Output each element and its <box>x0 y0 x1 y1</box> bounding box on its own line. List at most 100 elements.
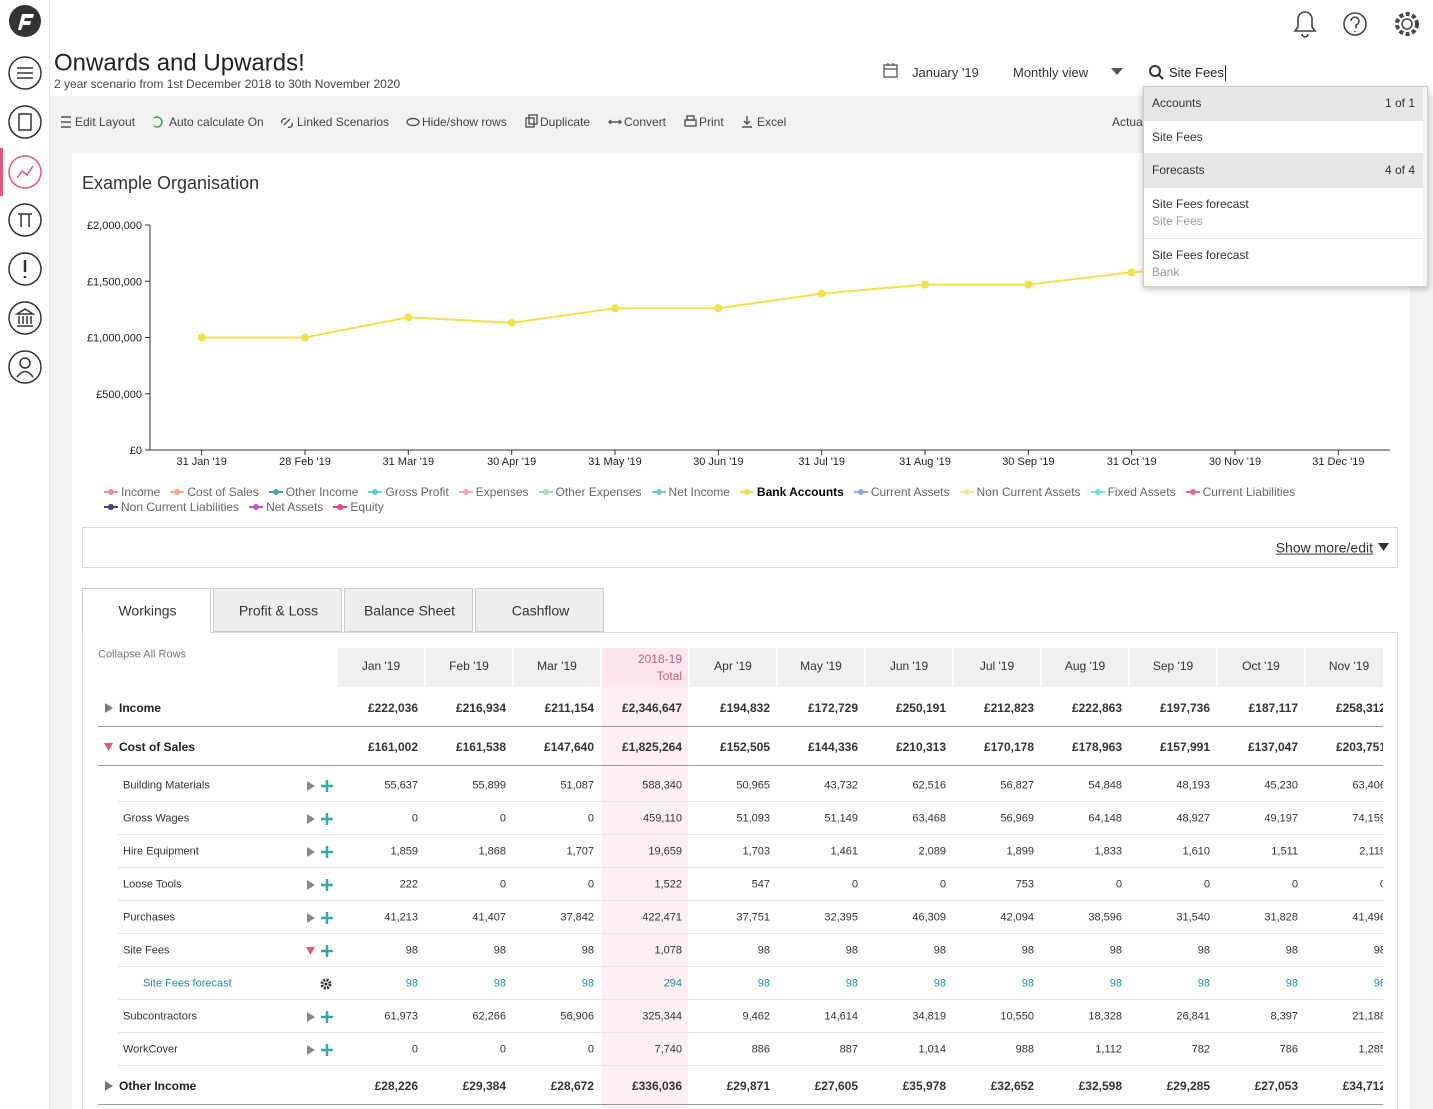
calendar-icon[interactable] <box>883 63 898 78</box>
tab[interactable]: Balance Sheet <box>344 588 473 632</box>
legend-item[interactable]: Net Assets <box>249 500 323 514</box>
nav-users[interactable] <box>8 350 42 384</box>
nav-settings[interactable] <box>8 56 42 90</box>
row-toggle[interactable] <box>306 1011 316 1022</box>
search-input[interactable]: Site Fees <box>1169 65 1226 81</box>
toolbar-button[interactable]: Auto calculate On <box>169 114 264 129</box>
tab[interactable]: Cashflow <box>475 588 604 632</box>
add-forecast[interactable] <box>321 911 333 924</box>
view-selector[interactable]: Monthly view <box>1013 65 1089 81</box>
row-toggle[interactable] <box>306 879 316 890</box>
view-dropdown-arrow[interactable] <box>1111 68 1123 75</box>
legend-item[interactable]: Equity <box>333 500 384 514</box>
column-header: 2018-19 Total <box>602 648 688 687</box>
legend-item[interactable]: Current Liabilities <box>1185 485 1295 499</box>
row-toggle[interactable] <box>306 946 316 956</box>
toolbar-button[interactable]: Print <box>699 114 724 129</box>
nav-alerts[interactable] <box>8 252 42 286</box>
cell-value: 1,511 <box>1271 844 1298 857</box>
legend-item[interactable]: Fixed Assets <box>1090 485 1176 499</box>
nav-bank[interactable] <box>8 301 42 335</box>
cell-value: 98 <box>493 976 506 989</box>
search-result[interactable]: Site Fees forecast Bank <box>1144 239 1423 286</box>
toolbar-button[interactable]: Hide/show rows <box>422 114 507 129</box>
row-label[interactable]: Other Income <box>119 1078 197 1093</box>
row-toggle[interactable] <box>306 912 316 923</box>
notifications-icon[interactable] <box>1293 11 1317 38</box>
show-more-panel <box>82 527 1398 568</box>
add-forecast[interactable] <box>321 878 333 891</box>
x-tick-label: 30 Sep '19 <box>1002 456 1054 468</box>
legend-marker <box>458 489 473 495</box>
cell-value: £197,736 <box>1159 700 1210 715</box>
nav-forecast[interactable] <box>8 155 42 189</box>
cell-value: 222 <box>399 877 418 890</box>
legend-item[interactable]: Expenses <box>458 485 529 499</box>
toolbar-button[interactable]: Actua <box>1112 114 1143 129</box>
cell-value: 325,344 <box>642 1009 682 1022</box>
search-result[interactable]: Site Fees <box>1144 121 1423 154</box>
legend-item[interactable]: Bank Accounts <box>739 485 844 499</box>
toolbar-button[interactable]: Convert <box>624 114 667 129</box>
column-header: Sep '19 <box>1130 648 1216 687</box>
add-forecast[interactable] <box>321 1043 333 1056</box>
toolbar-button[interactable]: Duplicate <box>540 114 591 129</box>
forecast-settings[interactable] <box>320 978 332 990</box>
legend-label: Current Assets <box>870 485 950 499</box>
add-forecast[interactable] <box>321 812 333 825</box>
cell-value: 1,112 <box>1095 1042 1122 1055</box>
row-toggle[interactable] <box>306 780 316 791</box>
tab-label: Workings <box>118 602 177 619</box>
nav-pi[interactable] <box>8 203 42 237</box>
settings-icon[interactable] <box>1395 12 1419 36</box>
legend-item[interactable]: Other Expenses <box>538 485 642 499</box>
cell-value: 51,093 <box>736 811 770 824</box>
row-toggle[interactable] <box>104 1080 114 1091</box>
date-picker[interactable]: January '19 <box>912 65 979 81</box>
row-toggle[interactable] <box>306 1044 316 1055</box>
help-icon[interactable] <box>1343 12 1367 36</box>
legend-item[interactable]: Net Income <box>651 485 730 499</box>
legend-marker <box>368 489 383 495</box>
row-label[interactable]: Site Fees forecast <box>143 976 232 989</box>
row-label[interactable]: Income <box>119 700 162 715</box>
add-forecast[interactable] <box>321 845 333 858</box>
row-toggle[interactable] <box>104 702 114 713</box>
collapse-all[interactable]: Collapse All Rows <box>98 648 187 661</box>
toolbar-button[interactable]: Excel <box>757 114 787 129</box>
show-more-arrow[interactable] <box>1378 543 1389 552</box>
row-toggle[interactable] <box>306 813 316 824</box>
legend-item[interactable]: Current Assets <box>853 485 950 499</box>
legend-item[interactable]: Other Income <box>268 485 359 499</box>
nav-reports[interactable] <box>8 105 42 139</box>
logo[interactable] <box>9 5 41 37</box>
toolbar-button[interactable]: Linked Scenarios <box>297 114 390 129</box>
legend-label: Other Income <box>285 485 359 499</box>
toolbar-icons <box>61 114 752 128</box>
column-header-label: Nov '19 <box>1328 658 1370 673</box>
tab[interactable]: Profit & Loss <box>213 588 342 632</box>
row-toggle[interactable] <box>104 742 114 752</box>
cell-value: 422,471 <box>642 910 682 923</box>
data-point <box>714 304 723 313</box>
legend-item[interactable]: Gross Profit <box>368 485 449 499</box>
cell-value: 98 <box>581 943 594 956</box>
legend-item[interactable]: Non Current Liabilities <box>104 500 239 514</box>
add-forecast[interactable] <box>321 944 333 957</box>
row-toggle[interactable] <box>306 846 316 857</box>
toolbar-button[interactable]: Edit Layout <box>75 114 136 129</box>
legend-item[interactable]: Income <box>104 485 160 499</box>
legend-item[interactable]: Non Current Assets <box>959 485 1081 499</box>
column-header: Feb '19 <box>426 648 512 687</box>
cell-value: 0 <box>499 1042 506 1055</box>
cell-value: £147,640 <box>543 739 594 754</box>
add-forecast[interactable] <box>321 779 333 792</box>
legend-item[interactable]: Cost of Sales <box>170 485 259 499</box>
search-result[interactable]: Site Fees forecast Site Fees <box>1144 188 1423 239</box>
row-label[interactable]: Cost of Sales <box>119 739 196 754</box>
tab[interactable]: Workings <box>82 588 211 633</box>
add-forecast[interactable] <box>321 1010 333 1023</box>
row-separator <box>98 1104 1383 1105</box>
show-more-link[interactable]: Show more/edit <box>1275 539 1373 556</box>
legend-marker <box>739 489 754 495</box>
